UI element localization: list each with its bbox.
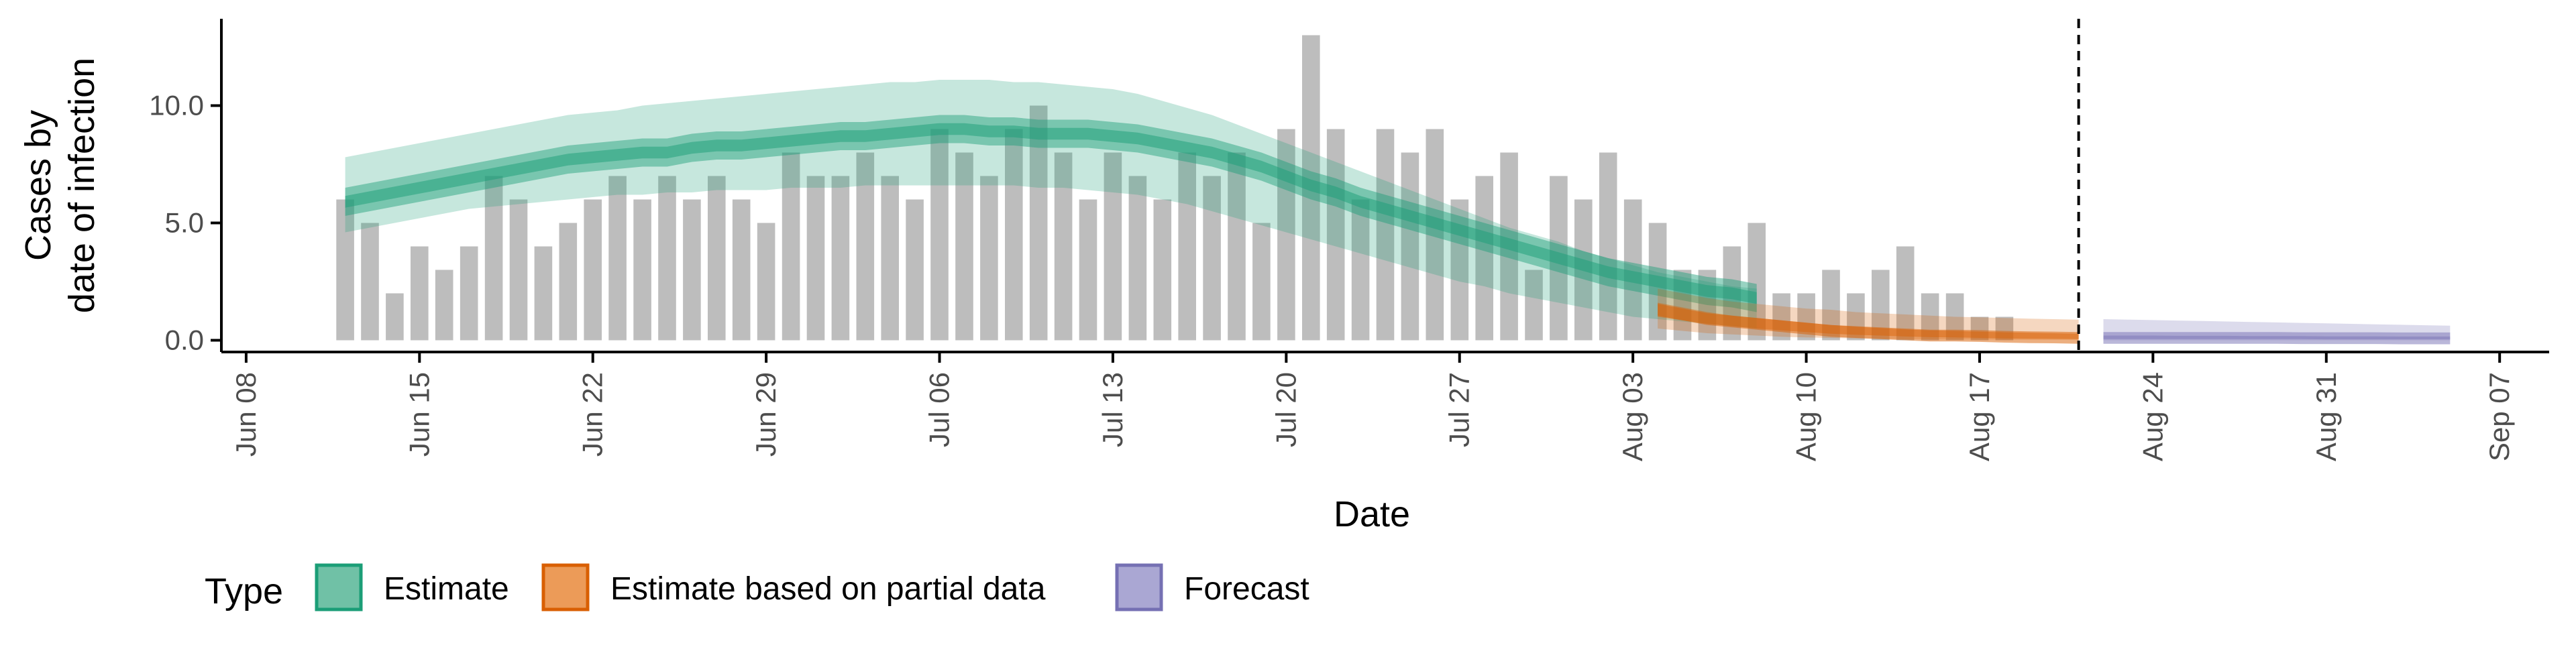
x-tick-label: Sep 07 (2483, 372, 2515, 461)
x-tick-label: Aug 10 (1790, 372, 1822, 461)
bands-layer (345, 80, 2451, 345)
bar (435, 270, 453, 341)
bar (782, 152, 800, 341)
x-tick-label: Aug 17 (1964, 372, 1995, 461)
axes-layer: 0.0 5.0 10.0 Jun 08 Jun 15 Jun 22 Jun 29 Jul 06… (18, 19, 2549, 534)
bar (1896, 246, 1915, 341)
bar (386, 293, 404, 341)
bar (906, 199, 924, 341)
bar (1104, 152, 1122, 341)
bar (1401, 152, 1419, 341)
bar (1153, 199, 1172, 341)
x-tick-label: Aug 24 (2137, 372, 2168, 461)
bar (1475, 176, 1493, 341)
bar (509, 199, 528, 341)
bar (1029, 105, 1048, 341)
x-tick-label: Jun 29 (750, 372, 782, 457)
bar (1005, 129, 1023, 341)
band-outer-0 (345, 80, 1757, 329)
bar (1079, 199, 1097, 341)
legend-label-2: Forecast (1184, 571, 1309, 607)
x-axis-title: Date (1334, 494, 1410, 534)
y-axis-title-line-2: date of infection (62, 58, 102, 313)
bar (1326, 129, 1345, 341)
bar (1252, 223, 1271, 341)
x-tick-label: Jul 06 (924, 372, 955, 447)
bar (633, 199, 651, 341)
bar (980, 176, 998, 341)
y-axis-title-line-1: Cases by (18, 110, 58, 261)
bar (1228, 152, 1246, 341)
bar (806, 176, 825, 341)
bar (683, 199, 701, 341)
legend: Type Estimate Estimate based on partial da… (205, 563, 1309, 611)
bar (881, 176, 899, 341)
bar (1351, 199, 1370, 341)
bar (608, 176, 627, 341)
bar (336, 199, 354, 341)
bar (757, 223, 775, 341)
band-median-1 (1658, 304, 2079, 344)
bar (732, 199, 751, 341)
bar (559, 223, 578, 341)
x-tick-label: Jul 20 (1270, 372, 1301, 447)
bar (856, 152, 875, 341)
x-tick-label: Aug 31 (2310, 372, 2342, 461)
bar (1698, 270, 1717, 341)
y-tick-label: 10.0 (149, 90, 204, 121)
legend-title: Type (205, 571, 283, 611)
y-tick-label: 5.0 (165, 207, 204, 239)
bar (1525, 270, 1543, 341)
legend-label-1: Estimate based on partial data (610, 571, 1046, 607)
x-tick-label: Aug 03 (1617, 372, 1648, 461)
bar (411, 246, 429, 341)
bar (1128, 176, 1147, 341)
x-tick-label: Jun 15 (403, 372, 435, 457)
x-tick-label: Jul 13 (1097, 372, 1128, 447)
bar (658, 176, 676, 341)
bar (1203, 176, 1221, 341)
legend-label-0: Estimate (384, 571, 509, 607)
bar (831, 176, 850, 341)
x-tick-label: Jun 22 (577, 372, 608, 457)
bar (930, 129, 949, 341)
bar (584, 199, 602, 341)
bar (1599, 152, 1617, 341)
bar (534, 246, 553, 341)
bar (1178, 152, 1196, 341)
bar (484, 176, 503, 341)
legend-key-1 (541, 563, 590, 611)
bar (1426, 129, 1444, 341)
y-tick-label: 0.0 (165, 325, 204, 356)
bar (1376, 129, 1395, 341)
bar (460, 246, 478, 341)
x-tick-label: Jul 27 (1444, 372, 1475, 447)
legend-key-2 (1115, 563, 1163, 611)
bar (1277, 129, 1295, 341)
bar (1623, 199, 1642, 341)
x-tick-label: Jun 08 (230, 372, 262, 457)
bar (955, 152, 973, 341)
bar (361, 223, 379, 341)
legend-key-0 (315, 563, 363, 611)
band-median-2 (2103, 332, 2451, 345)
bar (1054, 152, 1073, 341)
bar (708, 176, 726, 341)
